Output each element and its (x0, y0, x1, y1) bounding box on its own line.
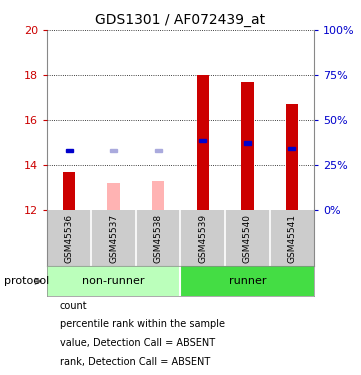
Text: non-runner: non-runner (82, 276, 145, 286)
Bar (47, 266, 180, 296)
Bar (196, 75, 209, 210)
Bar (110, 149, 117, 152)
Bar (244, 141, 251, 145)
Bar (180, 266, 314, 296)
Bar (286, 104, 298, 210)
Bar (288, 147, 295, 150)
Text: percentile rank within the sample: percentile rank within the sample (60, 320, 225, 329)
Text: GSM45541: GSM45541 (287, 214, 296, 262)
Text: GSM45538: GSM45538 (154, 214, 163, 262)
Text: rank, Detection Call = ABSENT: rank, Detection Call = ABSENT (60, 357, 210, 367)
Text: GDS1301 / AF072439_at: GDS1301 / AF072439_at (95, 13, 266, 27)
Bar (63, 172, 75, 210)
Text: GSM45536: GSM45536 (65, 214, 74, 262)
Bar (199, 139, 206, 142)
Text: GSM45539: GSM45539 (198, 214, 207, 262)
Text: count: count (60, 301, 87, 310)
Text: protocol: protocol (4, 276, 49, 286)
Bar (108, 183, 120, 210)
Text: GSM45537: GSM45537 (109, 214, 118, 262)
Bar (241, 82, 253, 210)
Text: value, Detection Call = ABSENT: value, Detection Call = ABSENT (60, 338, 215, 348)
Bar (152, 181, 165, 210)
Text: runner: runner (229, 276, 266, 286)
Bar (66, 149, 73, 152)
Bar (155, 149, 162, 152)
Text: GSM45540: GSM45540 (243, 214, 252, 262)
